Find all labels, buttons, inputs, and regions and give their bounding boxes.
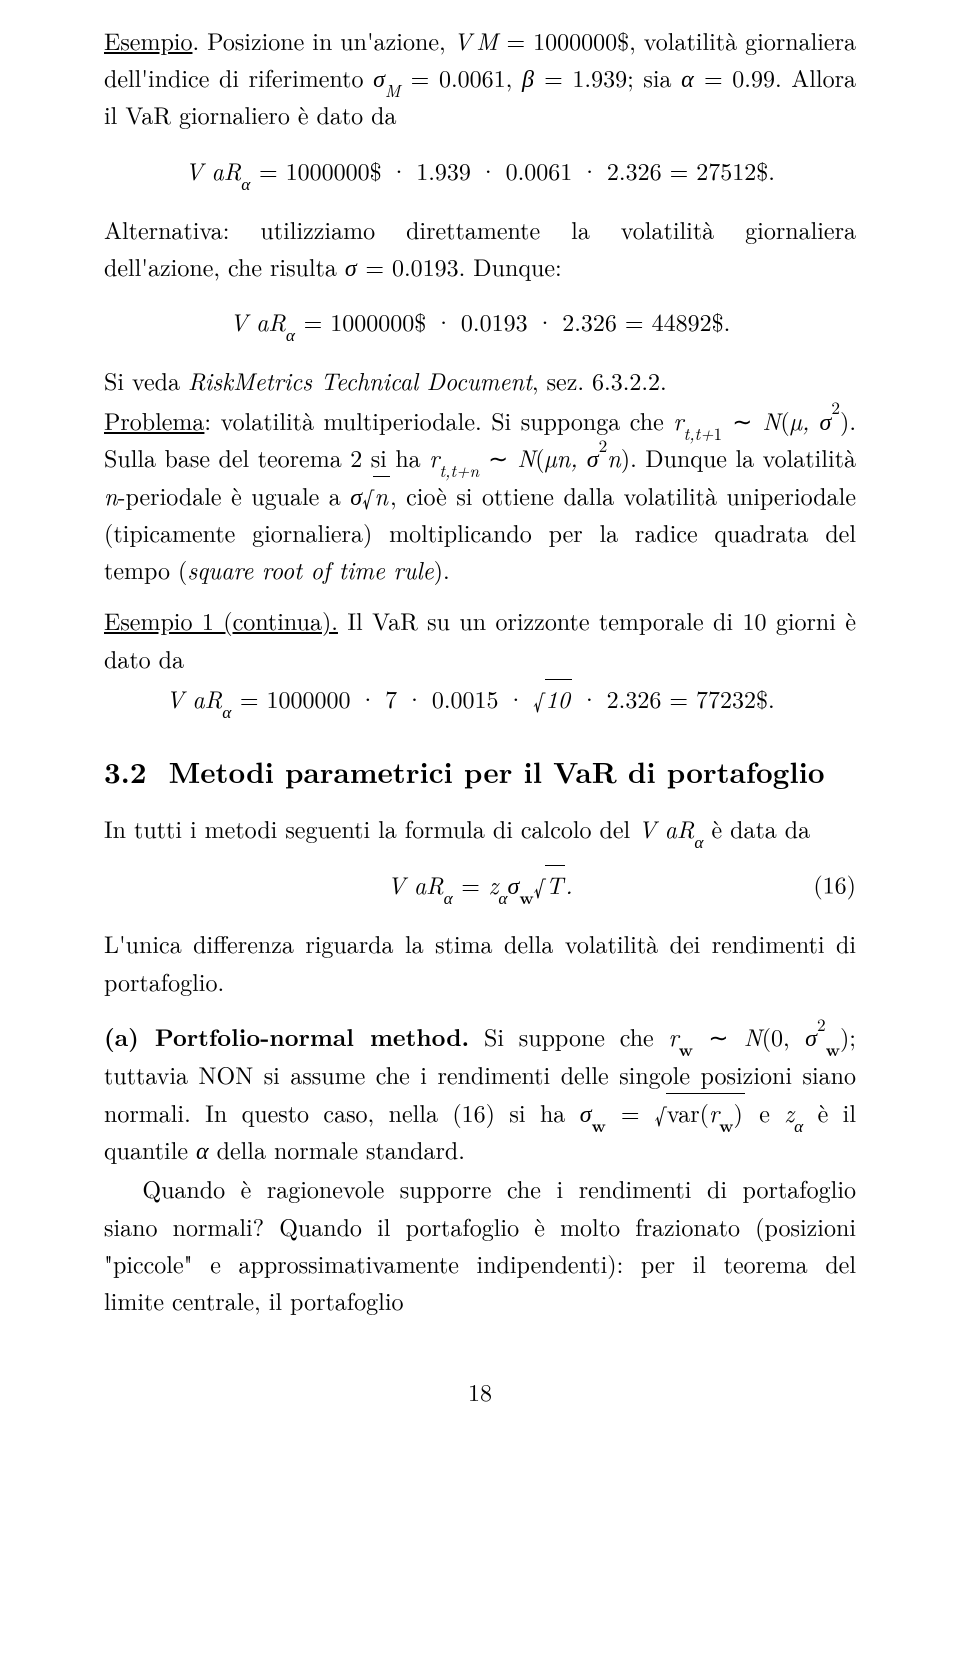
paragraph-esempio: Esempio. Posizione in un'azione, V M = 1…: [104, 22, 856, 134]
section-title: Metodi parametrici per il VaR di portafo…: [169, 750, 825, 792]
math-var-alpha: V aRα: [638, 811, 703, 845]
section-number: 3.2: [104, 750, 147, 792]
term-sqrt-rule: square root of time rule: [187, 552, 433, 586]
paragraph-portfolio-normal: (a) Portfolio-normal method. Si suppone …: [104, 1018, 856, 1169]
math-sqrt-var: √var(rw): [655, 1093, 745, 1131]
math-rtn: rt,t+n ∼ N(µn, σ2n): [429, 440, 630, 474]
underline-esempio1: Esempio 1 (continua).: [104, 603, 338, 637]
paragraph-problema: Problema: volatilità multiperiodale. Si …: [104, 402, 856, 589]
math-n: n: [104, 478, 118, 512]
section-heading: 3.2 Metodi parametrici per il VaR di port…: [104, 749, 856, 794]
display-eq-2: V aRα = 1000000$ · 0.0193 · 2.326 = 4489…: [104, 303, 856, 340]
math-sigma-w: σw =: [580, 1095, 655, 1129]
paragraph-intro-methods: In tutti i metodi seguenti la formula di…: [104, 810, 856, 847]
paragraph-alternativa: Alternativa: utilizziamo direttamente la…: [104, 211, 856, 285]
math-rt1: rt,t+1 ∼ N(µ, σ2): [673, 403, 849, 437]
paragraph-diff: L'unica differenza riguarda la stima del…: [104, 925, 856, 999]
paragraph-esempio1: Esempio 1 (continua). Il VaR su un orizz…: [104, 602, 856, 676]
math-sigma: σ: [345, 249, 365, 283]
paragraph-when-normal: Quando è ragionevole supporre che i rend…: [104, 1170, 856, 1319]
cite-riskmetrics: RiskMetrics Technical Document: [188, 363, 532, 397]
method-label: (a) Portfolio-normal method.: [104, 1020, 469, 1054]
underline-problema: Problema: [104, 403, 204, 437]
paragraph-riskmetrics: Si veda RiskMetrics Technical Document, …: [104, 362, 856, 399]
equation-number: (16): [813, 866, 856, 903]
math-alpha: α: [681, 60, 704, 94]
math-vm: V M: [454, 23, 507, 57]
underline-esempio: Esempio: [104, 23, 192, 57]
math-sigma-m: σM: [373, 60, 411, 94]
display-eq-1: V aRα = 1000000$ · 1.939 · 0.0061 · 2.32…: [104, 152, 856, 189]
display-eq-3: V aRα = 1000000 · 7 · 0.0015 · √10 · 2.3…: [166, 679, 856, 717]
math-z-alpha: zα: [784, 1095, 803, 1129]
math-alpha2: α: [196, 1132, 209, 1166]
math-rw-dist: rw ∼ N(0, σ2w): [669, 1019, 850, 1053]
math-sigma-sqrt-n: σ√n: [350, 478, 390, 512]
math-beta: β: [522, 60, 544, 94]
display-eq-4: V aRα = zασw√T. (16): [104, 865, 856, 903]
page-number: 18: [104, 1373, 856, 1410]
